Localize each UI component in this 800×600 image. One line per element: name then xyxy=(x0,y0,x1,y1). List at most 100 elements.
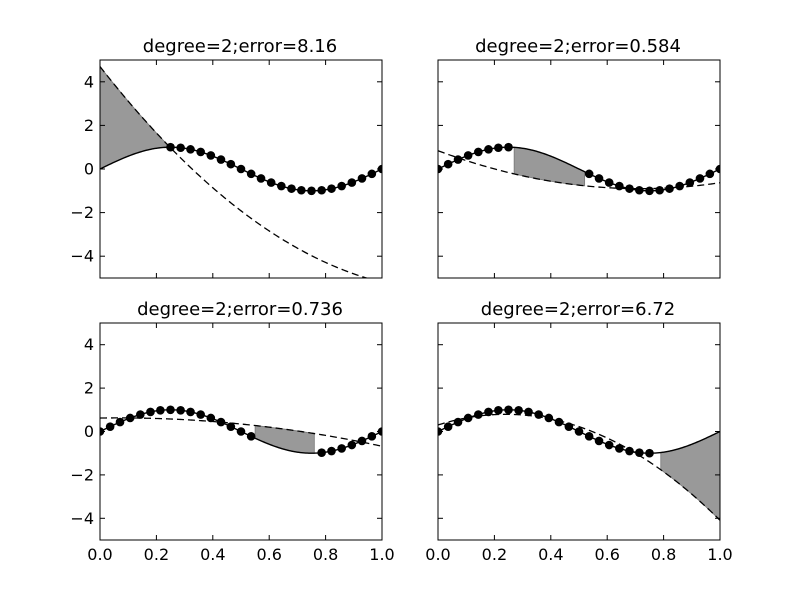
subplot-title: degree=2;error=6.72 xyxy=(481,299,675,320)
data-point xyxy=(115,417,125,427)
data-point xyxy=(675,181,684,191)
data-point xyxy=(453,155,463,164)
data-point xyxy=(504,142,513,152)
data-point xyxy=(317,185,326,195)
data-point xyxy=(705,169,715,179)
polynomial-fit-curve xyxy=(438,150,720,190)
data-point xyxy=(216,417,226,427)
data-point xyxy=(236,164,246,174)
data-point xyxy=(494,406,503,415)
data-point xyxy=(156,406,165,415)
data-point xyxy=(625,446,634,456)
subplot-title: degree=2;error=0.584 xyxy=(475,36,681,57)
data-point xyxy=(685,178,695,187)
data-point xyxy=(463,413,473,423)
data-point xyxy=(474,410,483,419)
subplot-bottom-left: degree=2;error=0.736 0.0 0.2 0.4 0.6 0.8 1.0 4… xyxy=(70,299,394,564)
y-tick-label: 0 xyxy=(84,422,94,441)
data-point xyxy=(347,178,357,187)
data-point xyxy=(474,147,483,157)
data-point xyxy=(226,159,236,169)
data-point xyxy=(256,174,266,183)
data-point xyxy=(327,446,336,456)
data-point xyxy=(266,178,276,187)
plot-area xyxy=(438,142,720,196)
data-point xyxy=(337,444,346,453)
data-point xyxy=(504,405,513,415)
data-point xyxy=(347,440,357,450)
y-tick-label: 0 xyxy=(84,160,94,179)
data-point xyxy=(317,448,326,457)
data-point xyxy=(564,422,574,431)
x-tick-label: 0.2 xyxy=(144,545,169,564)
data-point xyxy=(196,147,205,157)
data-point xyxy=(136,410,145,419)
data-point xyxy=(327,184,336,193)
subplot-top-left: degree=2;error=8.16 4 2 0 −2 −4 xyxy=(70,36,383,279)
data-point xyxy=(337,181,346,191)
data-point xyxy=(574,427,584,436)
data-point xyxy=(453,417,463,427)
data-point xyxy=(105,422,115,431)
data-point xyxy=(176,143,185,153)
x-tick-label: 0.0 xyxy=(425,545,450,564)
polynomial-fit-curve xyxy=(100,417,382,447)
data-point xyxy=(146,407,155,417)
y-tick-label: 2 xyxy=(84,116,94,135)
data-point xyxy=(206,413,216,423)
x-tick-label: 0.4 xyxy=(538,545,563,564)
x-tick-label: 0.0 xyxy=(87,545,112,564)
data-point xyxy=(615,181,624,191)
x-tick-label: 0.6 xyxy=(594,545,619,564)
data-point xyxy=(216,155,226,164)
data-point xyxy=(494,143,503,153)
x-tick-label: 0.6 xyxy=(256,545,281,564)
data-point xyxy=(584,169,594,179)
data-point xyxy=(655,185,664,195)
data-point xyxy=(544,413,554,423)
data-point xyxy=(645,186,654,196)
data-point xyxy=(594,436,604,446)
x-tick-label: 0.2 xyxy=(482,545,507,564)
data-point xyxy=(367,432,377,441)
subplot-title: degree=2;error=8.16 xyxy=(143,36,337,57)
subplot-bottom-right: degree=2;error=6.72 0.0 0.2 0.4 0.6 0.8 1.0 xyxy=(425,299,732,564)
data-point xyxy=(615,444,624,453)
x-tick-label: 0.8 xyxy=(313,545,338,564)
data-point xyxy=(236,427,246,436)
y-tick-label: −2 xyxy=(70,465,94,484)
data-point xyxy=(514,406,523,415)
x-tick-label: 0.8 xyxy=(651,545,676,564)
data-point xyxy=(665,184,674,193)
data-point xyxy=(367,169,377,179)
data-point xyxy=(307,186,316,196)
data-point xyxy=(524,407,533,417)
data-point xyxy=(484,407,493,417)
data-point xyxy=(297,185,306,195)
data-point xyxy=(246,169,256,179)
data-point xyxy=(463,151,473,160)
data-point xyxy=(287,184,296,193)
data-point xyxy=(604,440,614,450)
plot-area xyxy=(438,405,720,521)
data-point xyxy=(604,178,614,187)
data-point xyxy=(166,142,175,152)
plot-area xyxy=(100,405,382,457)
data-point xyxy=(625,184,634,193)
x-tick-label: 0.4 xyxy=(200,545,225,564)
data-point xyxy=(443,422,453,431)
y-tick-label: 4 xyxy=(84,335,94,354)
data-point xyxy=(584,432,594,441)
data-point xyxy=(196,410,205,419)
data-point xyxy=(357,436,367,446)
y-tick-label: −4 xyxy=(70,247,94,266)
data-point xyxy=(635,185,644,195)
data-point xyxy=(645,448,654,458)
data-point xyxy=(186,145,195,154)
data-point xyxy=(246,432,256,441)
subplot-title: degree=2;error=0.736 xyxy=(137,299,343,320)
y-tick-label: 4 xyxy=(84,72,94,91)
data-point xyxy=(206,151,216,160)
